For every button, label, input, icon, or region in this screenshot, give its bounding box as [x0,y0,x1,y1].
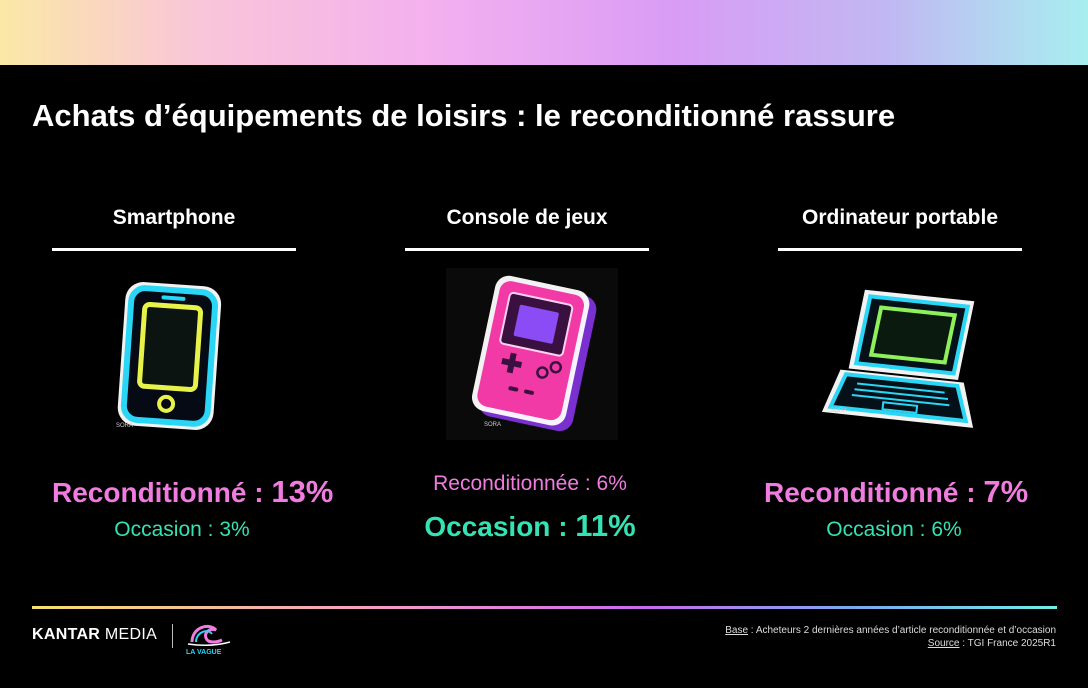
smartphone-reconditioned-stat: Reconditionné : 13% [52,474,333,510]
laptop-reconditioned-stat: Reconditionné : 7% [764,474,1028,510]
footnote-source: Source : TGI France 2025R1 [725,637,1056,650]
column-rule [778,248,1022,251]
top-gradient-band [0,0,1088,65]
page-title: Achats d’équipements de loisirs : le rec… [32,98,896,133]
stat-value: 11% [575,508,636,543]
smartphone-occasion-stat: Occasion : 3% [114,518,250,541]
icon-caption: SORA [830,408,847,414]
laptop-icon: SORA [802,272,1002,444]
column-rule [405,248,649,251]
stat-value: 7% [983,474,1029,509]
logo-text: LA VAGUE [186,649,222,656]
brand-kantar: KANTAR [32,626,101,643]
column-title-laptop: Ordinateur portable [801,206,999,229]
smartphone-icon: SORA [70,262,270,434]
brand-separator [172,624,173,648]
source-label: Source [927,638,960,649]
stat-label: Reconditionné : [52,477,272,508]
column-console: Console de jeux [405,198,649,251]
console-reconditioned-stat: Reconditionnée : 6% [433,472,627,495]
stat-label: Reconditionné : [764,477,984,508]
base-text: : Acheteurs 2 dernières années d’article… [748,625,1056,636]
column-title-smartphone: Smartphone [112,206,236,229]
icon-caption: SORA [116,423,133,429]
footer-gradient-rule [32,606,1057,609]
brand-media: MEDIA [104,626,158,643]
footnote-base: Base : Acheteurs 2 dernières années d’ar… [725,624,1056,637]
source-text: : TGI France 2025R1 [959,638,1056,649]
column-title-console: Console de jeux [446,206,608,229]
game-console-icon: SORA [432,268,632,440]
stat-label: Occasion : [424,511,576,542]
base-label: Base [725,625,749,636]
column-laptop: Ordinateur portable [778,198,1022,251]
column-rule [52,248,296,251]
laptop-occasion-stat: Occasion : 6% [826,518,962,541]
console-occasion-stat: Occasion : 11% [400,508,660,544]
kantar-media-logo: KANTAR MEDIA [32,626,157,644]
footnote: Base : Acheteurs 2 dernières années d’ar… [725,624,1056,650]
column-smartphone: Smartphone [52,198,296,251]
icon-caption: SORA [484,422,501,428]
stat-value: 13% [271,474,334,509]
la-vague-logo: LA VAGUE [182,618,238,656]
